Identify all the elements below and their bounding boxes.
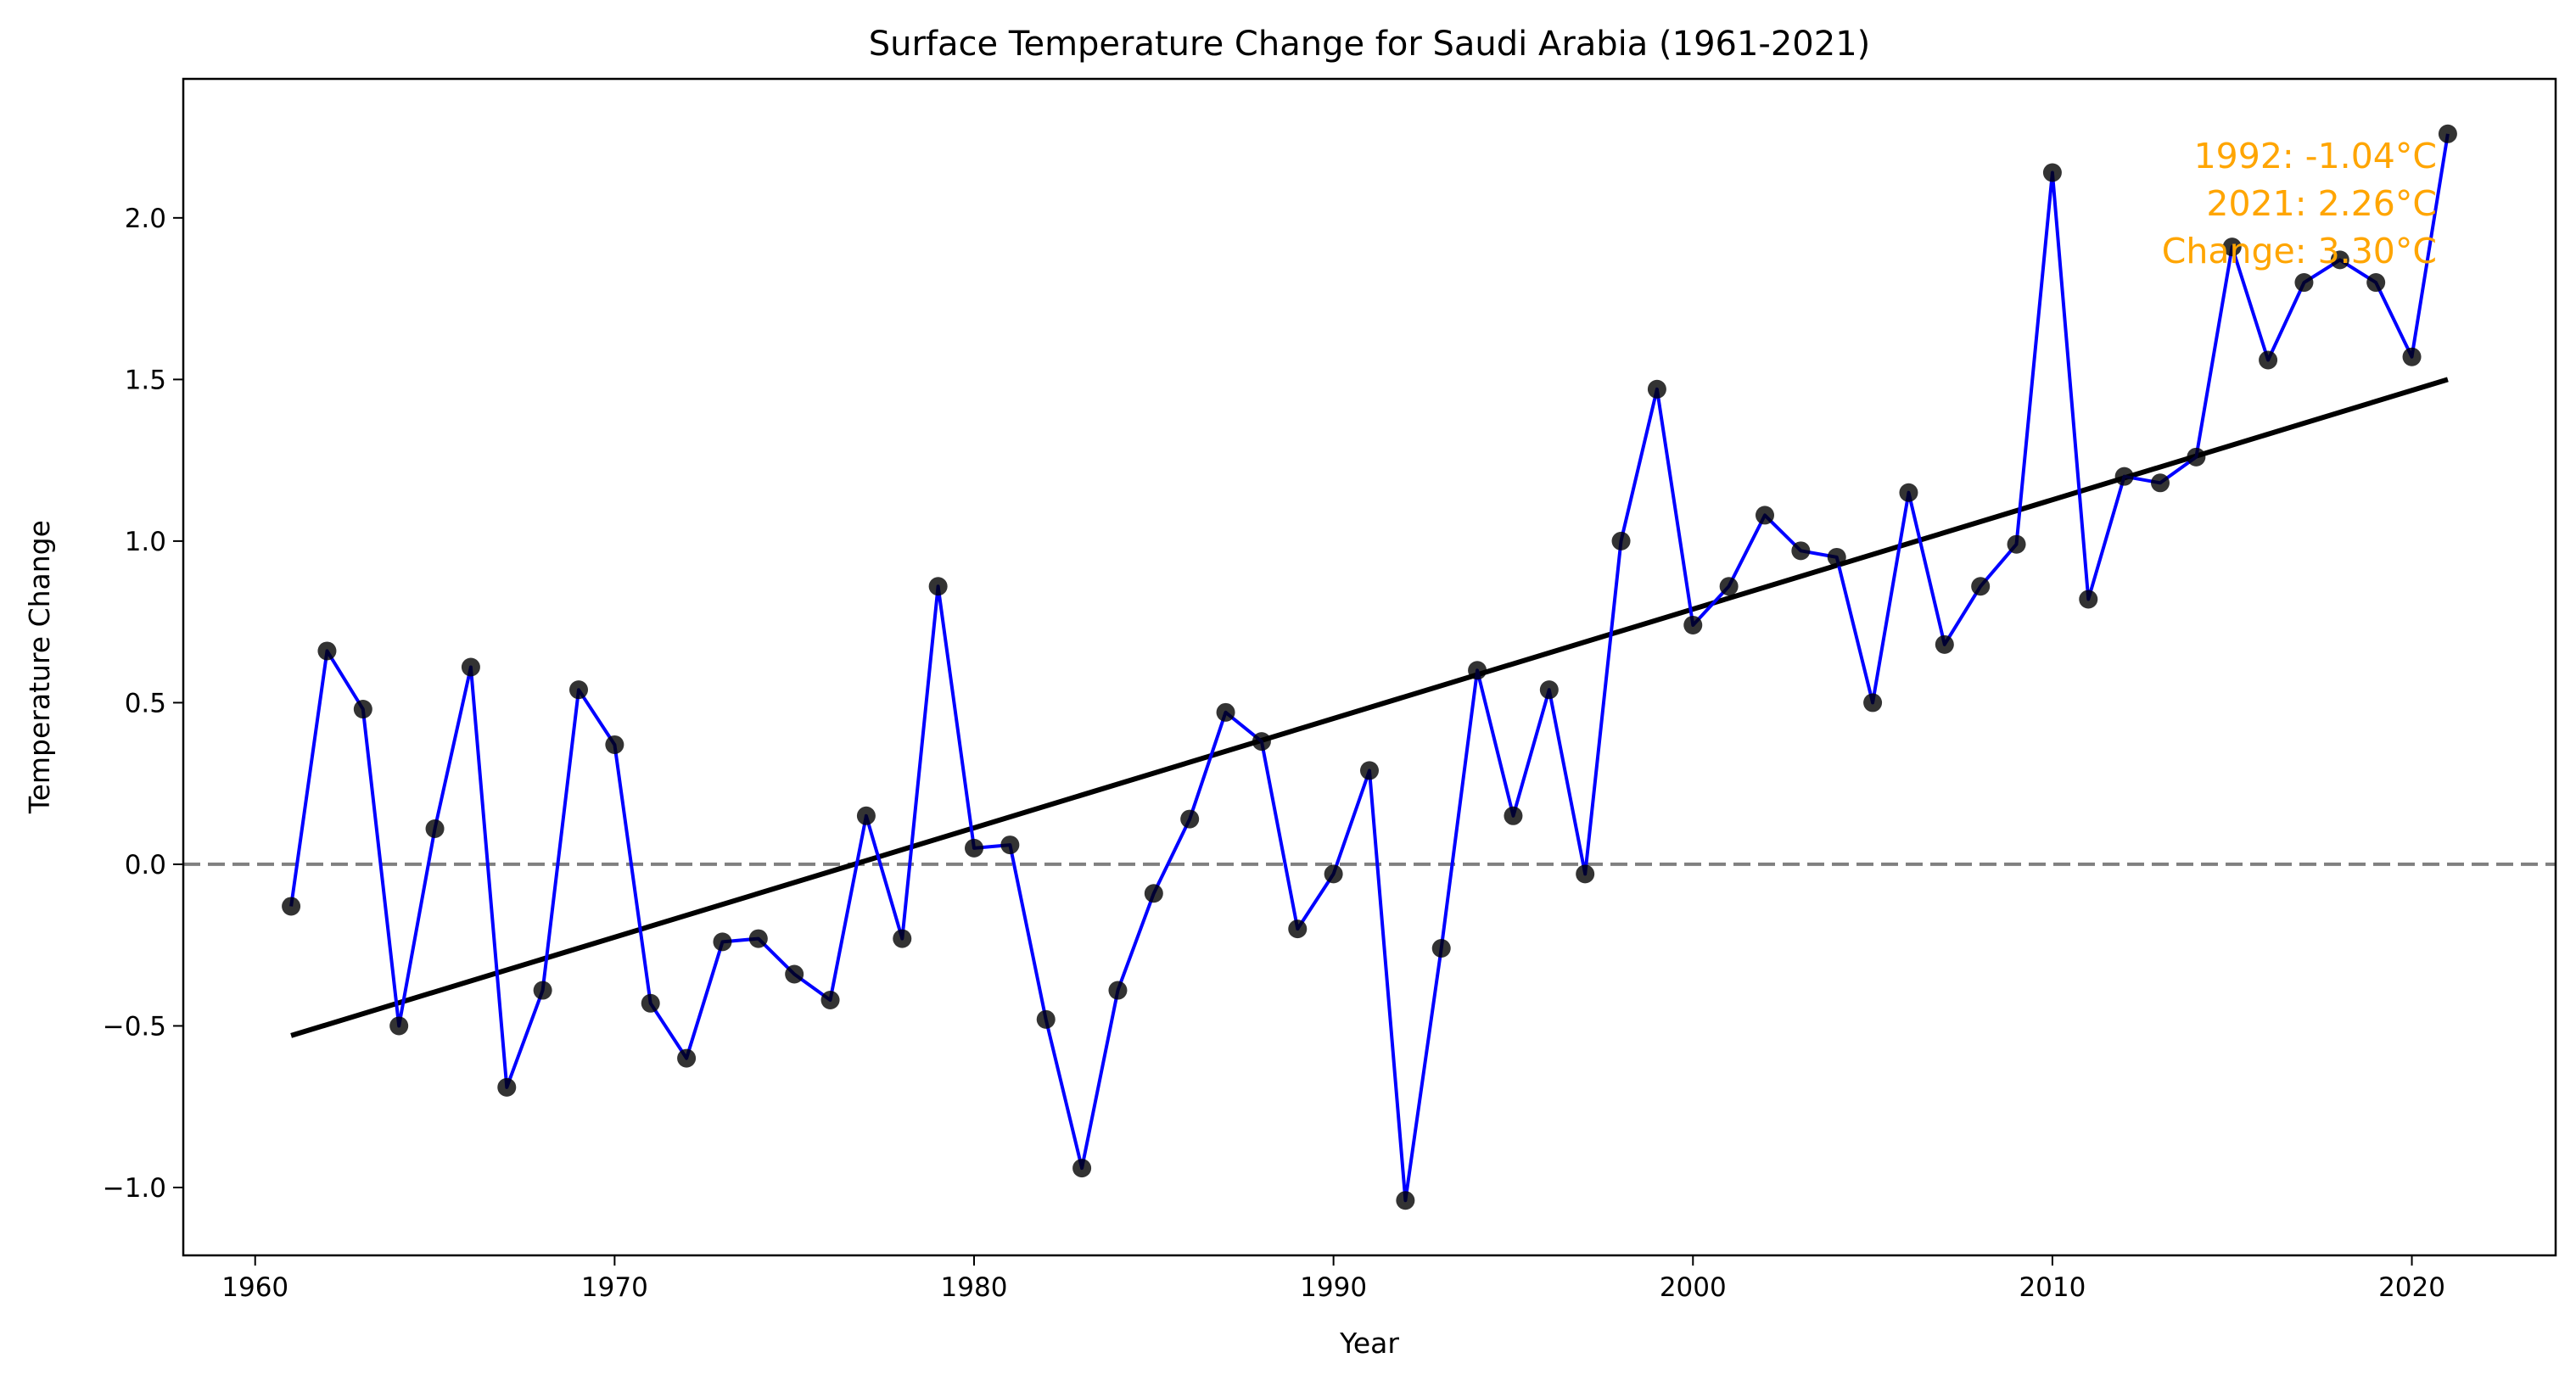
data-point: [1539, 680, 1559, 700]
data-point: [1396, 1191, 1415, 1210]
data-point: [1324, 864, 1343, 884]
y-tick-label: 2.0: [125, 204, 166, 234]
data-point: [569, 680, 588, 700]
data-point: [1647, 379, 1666, 399]
data-point: [1611, 531, 1631, 550]
data-point: [677, 1048, 697, 1068]
data-point: [2402, 347, 2422, 366]
data-point: [1971, 577, 1991, 596]
data-point: [2259, 350, 2278, 370]
data-point: [1288, 919, 1308, 939]
data-point: [1827, 547, 1846, 567]
x-tick-label: 1990: [1300, 1272, 1367, 1303]
data-point: [641, 993, 660, 1013]
data-point: [461, 657, 480, 677]
data-point: [1144, 884, 1163, 903]
data-point: [605, 735, 624, 754]
data-point: [1683, 615, 1703, 634]
trend-line: [290, 377, 2449, 1038]
data-point: [965, 838, 983, 858]
data-point: [713, 932, 732, 952]
annotation-line-start: 1992: -1.04°C: [2194, 136, 2437, 176]
x-tick-label: 1970: [581, 1272, 648, 1303]
x-tick-label: 1960: [221, 1272, 288, 1303]
data-point: [2151, 473, 2170, 493]
data-point: [1036, 1009, 1056, 1029]
data-point: [353, 700, 372, 719]
axes-frame: [182, 77, 2557, 1257]
data-point: [1252, 732, 1271, 752]
data-point: [2438, 124, 2457, 143]
y-tick-label: 1.5: [125, 365, 166, 395]
y-axis-label: Temperature Change: [23, 520, 56, 814]
data-point: [317, 641, 337, 661]
y-tick-label: 1.0: [125, 527, 166, 557]
data-point: [1863, 693, 1883, 713]
data-point: [1576, 864, 1595, 884]
x-tick-label: 2020: [2378, 1272, 2445, 1303]
data-point: [425, 819, 445, 839]
data-point: [2114, 467, 2134, 486]
data-point: [1468, 661, 1487, 680]
data-point: [2079, 590, 2098, 609]
x-tick-label: 2010: [2019, 1272, 2086, 1303]
x-tick-label: 1980: [941, 1272, 1008, 1303]
data-point: [1935, 634, 1954, 654]
y-tick-label: −0.5: [103, 1011, 166, 1042]
annotation-line-end: 2021: 2.26°C: [2206, 183, 2437, 224]
data-point: [928, 577, 948, 596]
data-point: [785, 964, 804, 984]
data-point: [748, 929, 768, 948]
data-point: [1899, 483, 1918, 502]
data-point: [1072, 1159, 1092, 1178]
y-tick-label: 0.5: [125, 688, 166, 718]
data-point: [893, 929, 912, 948]
data-point: [1431, 939, 1451, 958]
x-axis-label: Year: [1339, 1327, 1399, 1360]
data-point: [389, 1016, 409, 1036]
data-point: [1756, 506, 1774, 525]
data-point: [2007, 534, 2026, 554]
data-point: [2366, 273, 2386, 293]
data-point: [497, 1077, 517, 1097]
data-point: [1108, 981, 1128, 1000]
data-point: [1000, 836, 1020, 855]
chart-title: Surface Temperature Change for Saudi Ara…: [869, 25, 1871, 64]
data-point: [533, 981, 552, 1000]
data-point: [2187, 447, 2206, 467]
data-point: [1360, 761, 1379, 780]
y-tick-label: −1.0: [103, 1173, 166, 1204]
data-point: [856, 806, 876, 825]
data-point: [1216, 702, 1235, 722]
data-point: [2294, 273, 2314, 293]
change-annotation: 1992: -1.04°C 2021: 2.26°C Change: 3.30°…: [2162, 136, 2437, 271]
data-point: [1719, 577, 1739, 596]
data-point: [282, 897, 301, 916]
x-tick-label: 2000: [1660, 1272, 1727, 1303]
data-point: [1180, 809, 1200, 829]
data-point: [2330, 250, 2349, 270]
y-axis: −1.0 −0.5 0.0 0.5 1.0 1.5 2.0: [103, 204, 183, 1204]
data-point: [1504, 806, 1523, 825]
x-axis: 1960 1970 1980 1990 2000 2010 2020: [221, 1255, 2445, 1303]
data-point: [2222, 238, 2242, 257]
data-point: [820, 990, 840, 1009]
plot-area: [183, 124, 2556, 1210]
annotation-line-change: Change: 3.30°C: [2162, 231, 2437, 271]
data-point: [1791, 541, 1811, 561]
data-point: [2042, 163, 2062, 182]
y-tick-label: 0.0: [125, 850, 166, 880]
